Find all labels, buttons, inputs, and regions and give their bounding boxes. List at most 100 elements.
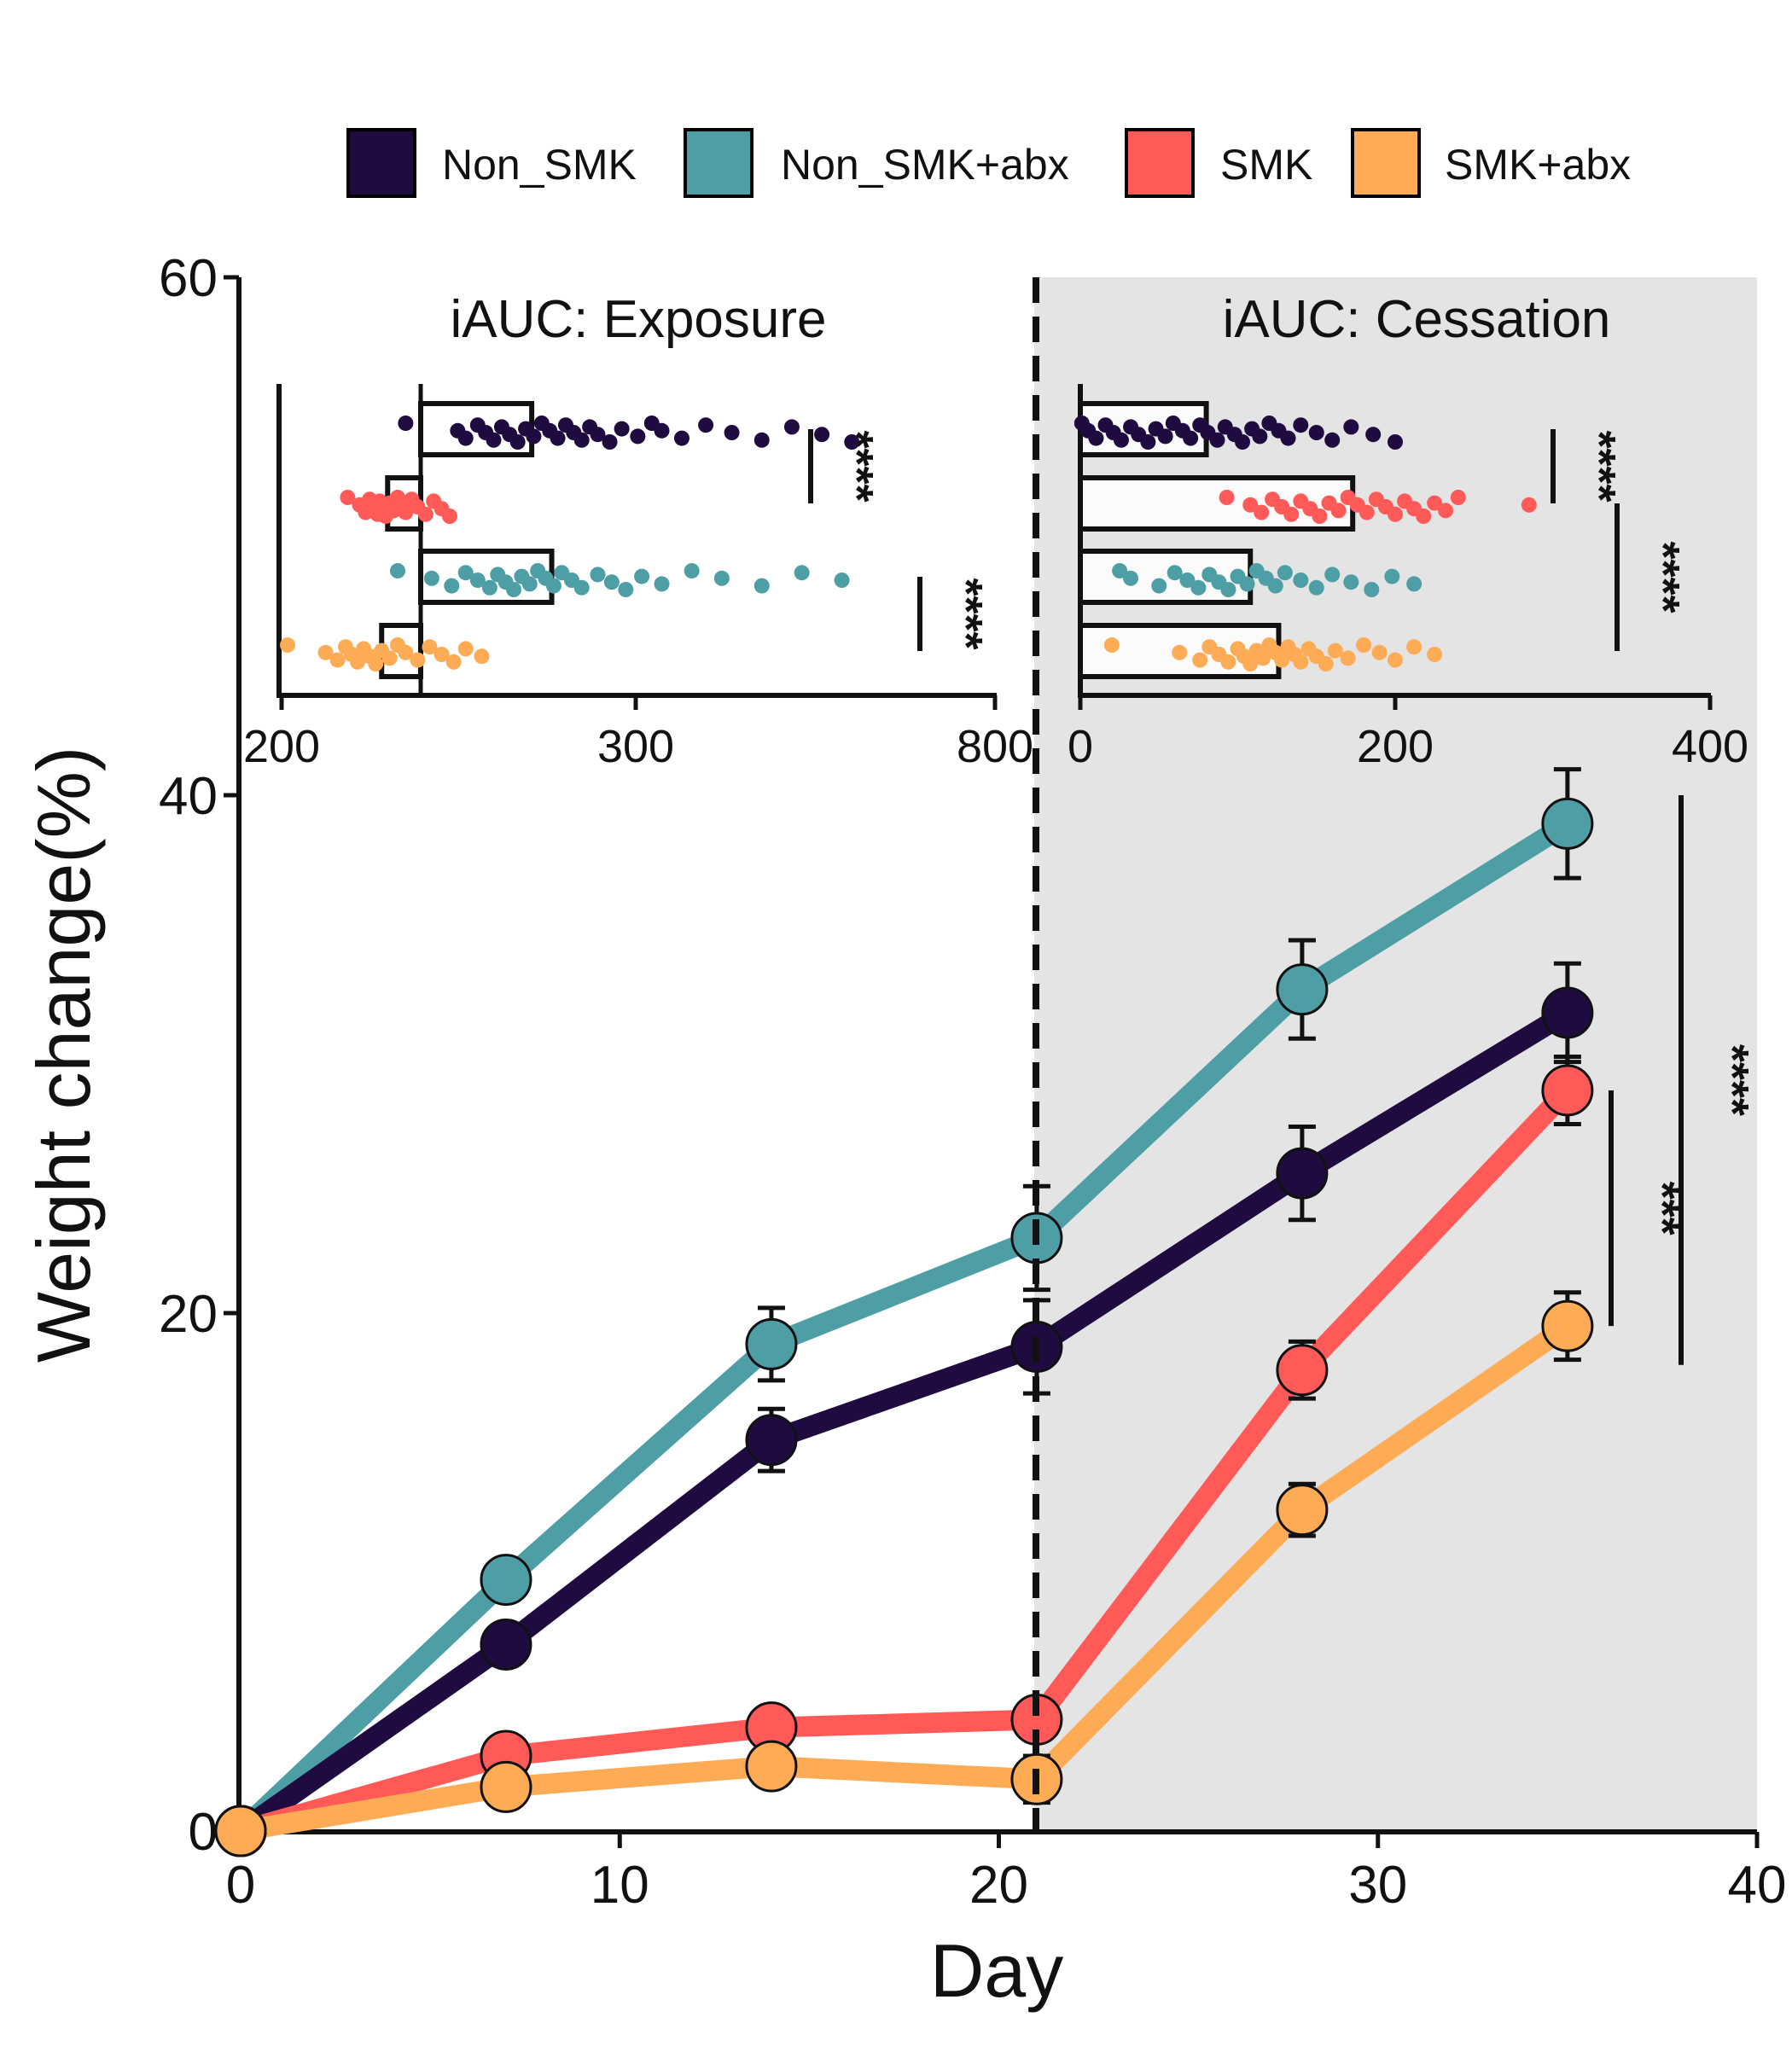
data-point-non-smk bbox=[1541, 986, 1594, 1039]
inset-exposure-point-non-smk-abx bbox=[713, 570, 730, 586]
inset-cessation-point-non-smk-abx bbox=[1151, 578, 1167, 594]
data-point-non-smk-abx bbox=[1541, 797, 1594, 850]
inset-exposure-title: iAUC: Exposure bbox=[450, 290, 826, 349]
inset-exposure-point-non-smk bbox=[783, 419, 800, 435]
inset-exposure-point-non-smk-abx bbox=[423, 570, 439, 586]
legend-label-smk-abx: SMK+abx bbox=[1445, 141, 1631, 189]
inset-cessation-point-smk bbox=[1330, 503, 1347, 519]
inset-cessation-point-non-smk-abx bbox=[1308, 579, 1324, 596]
inset-exposure-point-non-smk-abx bbox=[521, 576, 538, 592]
inset-exposure-point-smk-abx bbox=[381, 650, 398, 666]
data-point-non-smk-abx bbox=[745, 1317, 798, 1370]
inset-exposure-point-smk-abx bbox=[422, 639, 438, 655]
inset-exposure-point-smk-abx bbox=[433, 647, 450, 662]
inset-exposure-point-non-smk bbox=[602, 434, 618, 450]
inset-cessation-point-smk-abx bbox=[1192, 652, 1208, 668]
significance-label: **** bbox=[1707, 1044, 1758, 1116]
inset-cessation-point-non-smk bbox=[1209, 432, 1225, 448]
series-line-non-smk bbox=[230, 1002, 1578, 1841]
inset-iauc-exposure: iAUC: Exposure 200 300 800 **** **** bbox=[243, 290, 1033, 772]
data-point-smk-abx bbox=[1276, 1484, 1329, 1537]
data-point-smk bbox=[1541, 1064, 1594, 1117]
data-point-smk-abx bbox=[480, 1760, 532, 1813]
inset-cessation-point-non-smk-abx bbox=[1267, 578, 1283, 594]
inset-exposure-point-non-smk bbox=[698, 417, 714, 433]
x-axis-title: Day bbox=[930, 1928, 1064, 2013]
inset-cessation-point-smk-abx bbox=[1172, 644, 1188, 660]
inset-exposure-point-non-smk-abx bbox=[634, 568, 650, 584]
inset-cessation-point-non-smk-abx bbox=[1277, 565, 1293, 581]
inset-exposure-point-non-smk bbox=[630, 428, 646, 445]
series-lines bbox=[230, 813, 1578, 1841]
y-tick-label: 0 bbox=[189, 1803, 218, 1862]
inset-cessation-point-smk bbox=[1438, 503, 1454, 519]
inset-cessation-point-smk-abx bbox=[1388, 652, 1403, 668]
inset-exposure-point-non-smk bbox=[673, 430, 689, 446]
inset-exposure-point-non-smk-abx bbox=[603, 574, 620, 590]
inset-cessation-point-non-smk bbox=[1088, 430, 1104, 446]
data-point-smk-abx bbox=[214, 1805, 267, 1857]
inset-exposure-point-non-smk bbox=[590, 427, 606, 443]
inset-cessation-point-non-smk bbox=[1280, 430, 1296, 446]
data-point-non-smk bbox=[745, 1414, 798, 1467]
legend-label-non-smk-abx: Non_SMK+abx bbox=[781, 141, 1069, 189]
inset-exposure-point-non-smk bbox=[814, 427, 830, 443]
inset-cessation-point-smk bbox=[1416, 509, 1432, 524]
legend-swatch-smk bbox=[1125, 128, 1195, 198]
inset-cessation-point-smk-abx bbox=[1318, 656, 1334, 671]
significance-brackets: ******* bbox=[1609, 795, 1758, 1365]
x-tick-label: 10 bbox=[591, 1856, 649, 1915]
inset-cessation-point-non-smk bbox=[1113, 432, 1129, 448]
inset-cessation-point-smk-abx bbox=[1220, 654, 1236, 670]
inset-cessation-point-non-smk-abx bbox=[1123, 570, 1139, 586]
inset-cessation-point-smk-abx bbox=[1340, 650, 1356, 666]
inset-exposure-point-smk bbox=[441, 509, 457, 524]
inset-cessation-point-non-smk bbox=[1388, 434, 1403, 450]
inset-cessation-point-smk bbox=[1427, 495, 1443, 511]
inset-exposure-point-smk-abx bbox=[474, 648, 490, 665]
inset-cessation-point-non-smk bbox=[1235, 434, 1251, 450]
inset-cessation-point-smk-abx bbox=[1274, 652, 1290, 668]
inset-cessation-point-non-smk-abx bbox=[1112, 563, 1128, 578]
inset-cessation-point-non-smk-abx bbox=[1220, 582, 1236, 597]
data-point-non-smk-abx bbox=[480, 1554, 532, 1607]
inset-exposure-point-non-smk bbox=[573, 432, 590, 448]
inset-cessation-point-non-smk bbox=[1293, 417, 1309, 433]
inset-exposure-point-non-smk bbox=[724, 425, 740, 440]
inset-exposure-point-non-smk-abx bbox=[573, 579, 590, 596]
inset-exposure-significance-label: **** bbox=[831, 430, 882, 502]
inset-cessation-point-smk-abx bbox=[1255, 650, 1271, 666]
inset-cessation-point-non-smk bbox=[1252, 428, 1268, 445]
inset-cessation-x-tick-label: 400 bbox=[1672, 721, 1748, 772]
inset-cessation-point-smk bbox=[1312, 509, 1328, 524]
inset-exposure-point-non-smk bbox=[486, 432, 502, 448]
inset-exposure-point-non-smk bbox=[509, 434, 526, 450]
legend-label-non-smk: Non_SMK bbox=[442, 141, 637, 189]
inset-exposure-point-smk bbox=[340, 490, 356, 505]
inset-exposure-point-non-smk-abx bbox=[753, 578, 770, 594]
inset-exposure-point-smk-abx bbox=[329, 652, 346, 668]
y-tick-label: 40 bbox=[159, 767, 218, 826]
series-line-smk bbox=[230, 1080, 1578, 1841]
inset-cessation-point-smk-abx bbox=[1327, 642, 1343, 659]
inset-cessation-point-non-smk bbox=[1308, 425, 1324, 440]
inset-cessation-point-non-smk-abx bbox=[1364, 582, 1380, 597]
inset-exposure-point-non-smk-abx bbox=[545, 578, 561, 594]
inset-exposure-x-tick-label: 200 bbox=[243, 721, 320, 772]
inset-iauc-cessation: iAUC: Cessation 0 200 400 **** **** bbox=[1068, 290, 1748, 772]
inset-exposure-x-tick-label: 800 bbox=[957, 721, 1033, 772]
data-point-non-smk-abx bbox=[1276, 963, 1329, 1016]
inset-cessation-point-smk bbox=[1283, 506, 1300, 522]
inset-cessation-point-smk bbox=[1219, 490, 1235, 505]
series-line-smk-abx bbox=[230, 1316, 1578, 1841]
inset-exposure-point-non-smk bbox=[654, 422, 670, 439]
inset-cessation-significance-label: **** bbox=[1638, 541, 1689, 613]
inset-cessation-x-tick-label: 200 bbox=[1357, 721, 1434, 772]
inset-cessation-point-non-smk bbox=[1140, 434, 1156, 450]
data-point-non-smk bbox=[1276, 1147, 1329, 1200]
inset-exposure-point-non-smk-abx bbox=[444, 578, 460, 594]
inset-cessation-point-smk bbox=[1388, 506, 1403, 522]
inset-cessation-point-smk-abx bbox=[1406, 639, 1423, 655]
